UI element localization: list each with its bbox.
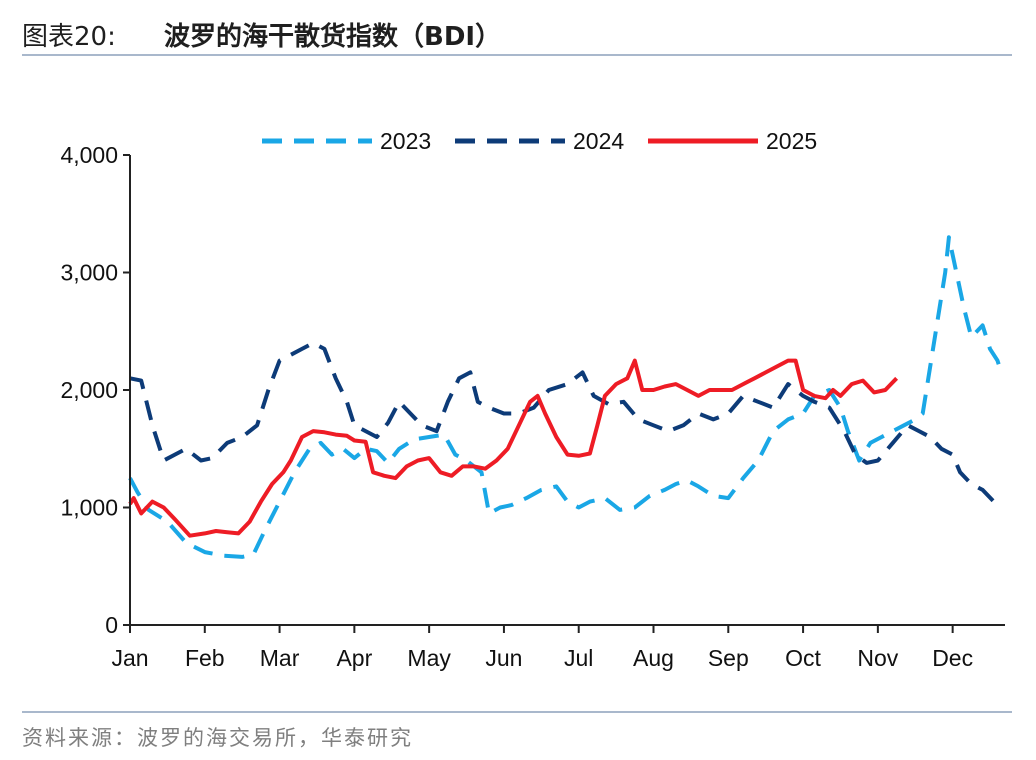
legend-label-2024: 2024 bbox=[573, 128, 624, 154]
x-tick-label: Jul bbox=[564, 645, 593, 671]
chart-title: 波罗的海干散货指数（BDI） bbox=[164, 22, 502, 52]
y-tick-label: 3,000 bbox=[60, 260, 118, 286]
x-tick-label: Mar bbox=[260, 645, 300, 671]
series-line-2025 bbox=[128, 358, 899, 538]
legend-label-2023: 2023 bbox=[380, 128, 431, 154]
x-tick-label: Jun bbox=[485, 645, 522, 671]
x-tick-label: Oct bbox=[785, 645, 821, 671]
title-bar: 图表20: 波罗的海干散货指数（BDI） bbox=[22, 10, 1012, 54]
x-tick-label: Sep bbox=[708, 645, 749, 671]
source-note: 资料来源：波罗的海交易所，华泰研究 bbox=[22, 726, 413, 750]
y-tick-label: 0 bbox=[105, 612, 118, 638]
y-tick-label: 4,000 bbox=[60, 142, 118, 168]
figure-number: 图表20: bbox=[22, 22, 116, 52]
title-divider bbox=[22, 54, 1012, 56]
x-tick-label: May bbox=[407, 645, 451, 671]
x-tick-label: Feb bbox=[185, 645, 225, 671]
x-tick-label: Jan bbox=[111, 645, 148, 671]
axes: 0 1,000 2,000 3,000 4,000 Jan Feb Mar Apr May Jun J… bbox=[60, 142, 1005, 671]
series-layer bbox=[128, 235, 1004, 559]
y-tick-label: 2,000 bbox=[60, 377, 118, 403]
x-tick-label: Aug bbox=[633, 645, 674, 671]
y-tick-label: 1,000 bbox=[60, 495, 118, 521]
x-tick-label: Nov bbox=[857, 645, 898, 671]
footer-divider bbox=[22, 711, 1012, 713]
x-tick-label: Dec bbox=[932, 645, 973, 671]
bdi-chart: 2023 2024 2025 0 1,000 2,000 3,000 4,000 Jan Feb… bbox=[60, 128, 1005, 671]
x-tick-label: Apr bbox=[336, 645, 372, 671]
legend: 2023 2024 2025 bbox=[262, 128, 817, 154]
series-line-2024 bbox=[129, 341, 996, 503]
series-line-2023 bbox=[128, 235, 1004, 559]
legend-label-2025: 2025 bbox=[766, 128, 817, 154]
